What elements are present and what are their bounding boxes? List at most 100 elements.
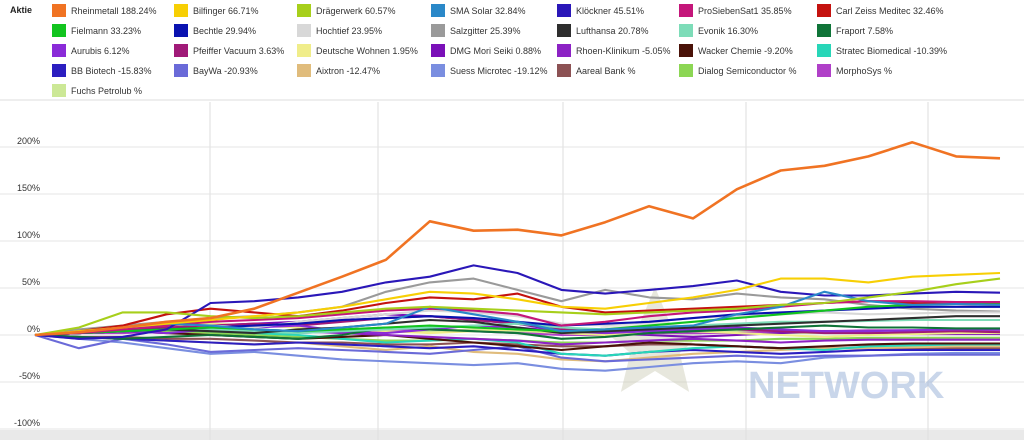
legend-label: Hochtief 23.95% xyxy=(316,26,382,36)
legend-label: Klöckner 45.51% xyxy=(576,6,644,16)
legend-label: DMG Mori Seiki 0.88% xyxy=(450,46,541,56)
series-line-wacker-chemie xyxy=(34,330,1000,352)
legend-label: Aixtron -12.47% xyxy=(316,66,380,76)
legend-swatch xyxy=(174,44,188,57)
legend-swatch xyxy=(817,64,831,77)
legend-item-suess-microtec[interactable]: Suess Microtec -19.12% xyxy=(431,64,548,77)
legend-swatch xyxy=(557,24,571,37)
legend-label: Evonik 16.30% xyxy=(698,26,758,36)
legend-label: Rheinmetall 188.24% xyxy=(71,6,157,16)
legend-label: Lufthansa 20.78% xyxy=(576,26,649,36)
legend-item-morphosys[interactable]: MorphoSys % xyxy=(817,64,892,77)
legend-item-deutsche-wohnen[interactable]: Deutsche Wohnen 1.95% xyxy=(297,44,418,57)
legend-item-evonik[interactable]: Evonik 16.30% xyxy=(679,24,758,37)
legend-item-fuchs-petrolub[interactable]: Fuchs Petrolub % xyxy=(52,84,142,97)
series-line-suess-microtec xyxy=(34,333,1000,372)
legend-swatch xyxy=(431,44,445,57)
legend-label: Carl Zeiss Meditec 32.46% xyxy=(836,6,944,16)
legend-label: SMA Solar 32.84% xyxy=(450,6,526,16)
legend-label: MorphoSys % xyxy=(836,66,892,76)
legend-swatch xyxy=(52,64,66,77)
legend-swatch xyxy=(431,64,445,77)
legend-item-lufthansa[interactable]: Lufthansa 20.78% xyxy=(557,24,649,37)
legend-label: Fuchs Petrolub % xyxy=(71,86,142,96)
legend-item-klockner[interactable]: Klöckner 45.51% xyxy=(557,4,644,17)
legend-label: Aurubis 6.12% xyxy=(71,46,130,56)
legend-item-dragerwerk[interactable]: Drägerwerk 60.57% xyxy=(297,4,396,17)
series-line-bb-biotech xyxy=(34,333,1000,357)
legend-item-rheinmetall[interactable]: Rheinmetall 188.24% xyxy=(52,4,157,17)
legend-label: BayWa -20.93% xyxy=(193,66,258,76)
series-line-dragerwerk xyxy=(34,277,1001,337)
legend-item-salzgitter[interactable]: Salzgitter 25.39% xyxy=(431,24,521,37)
legend-label: Deutsche Wohnen 1.95% xyxy=(316,46,418,56)
legend-swatch xyxy=(297,24,311,37)
y-tick-label: 100% xyxy=(17,230,40,240)
legend-swatch xyxy=(297,4,311,17)
legend-swatch xyxy=(679,64,693,77)
legend-swatch xyxy=(817,4,831,17)
legend: Aktie Rheinmetall 188.24% Bilfinger 66.71%… xyxy=(10,4,947,97)
legend-item-prosiebensat1[interactable]: ProSiebenSat1 35.85% xyxy=(679,4,792,17)
legend-item-fraport[interactable]: Fraport 7.58% xyxy=(817,24,893,37)
series-line-fraport xyxy=(34,324,1000,340)
legend-label: Fraport 7.58% xyxy=(836,26,893,36)
legend-swatch xyxy=(52,24,66,37)
legend-label: Suess Microtec -19.12% xyxy=(450,66,548,76)
series-line-lufthansa xyxy=(34,315,1000,337)
legend-label: Dialog Semiconductor % xyxy=(698,66,797,76)
legend-swatch xyxy=(679,44,693,57)
legend-label: Bechtle 29.94% xyxy=(193,26,256,36)
legend-swatch xyxy=(297,64,311,77)
legend-label: Rhoen-Klinikum -5.05% xyxy=(576,46,671,56)
legend-label: BB Biotech -15.83% xyxy=(71,66,152,76)
legend-swatch xyxy=(679,24,693,37)
legend-label: Fielmann 33.23% xyxy=(71,26,141,36)
legend-item-dialog-semiconductor[interactable]: Dialog Semiconductor % xyxy=(679,64,797,77)
legend-item-wacker-chemie[interactable]: Wacker Chemie -9.20% xyxy=(679,44,793,57)
series-lines xyxy=(34,141,1001,372)
series-line-sma-solar xyxy=(34,290,1001,337)
legend-item-carl-zeiss-meditec[interactable]: Carl Zeiss Meditec 32.46% xyxy=(817,4,944,17)
legend-item-aareal-bank[interactable]: Aareal Bank % xyxy=(557,64,636,77)
legend-swatch xyxy=(557,64,571,77)
y-tick-label: 150% xyxy=(17,183,40,193)
legend-item-sma-solar[interactable]: SMA Solar 32.84% xyxy=(431,4,526,17)
series-line-bilfinger xyxy=(34,271,1001,337)
legend-item-fielmann[interactable]: Fielmann 33.23% xyxy=(52,24,141,37)
legend-item-rhoen-klinikum[interactable]: Rhoen-Klinikum -5.05% xyxy=(557,44,671,57)
legend-swatch xyxy=(52,4,66,17)
legend-swatch xyxy=(557,44,571,57)
legend-swatch xyxy=(817,44,831,57)
series-line-prosiebensat1 xyxy=(34,300,1000,337)
legend-swatch xyxy=(52,44,66,57)
legend-swatch xyxy=(52,84,66,97)
series-line-fielmann xyxy=(34,302,1000,337)
legend-item-stratec-biomedical[interactable]: Stratec Biomedical -10.39% xyxy=(817,44,947,57)
legend-item-baywa[interactable]: BayWa -20.93% xyxy=(174,64,258,77)
legend-swatch xyxy=(557,4,571,17)
y-tick-label: 0% xyxy=(27,324,40,334)
legend-item-bilfinger[interactable]: Bilfinger 66.71% xyxy=(174,4,259,17)
legend-label: Drägerwerk 60.57% xyxy=(316,6,396,16)
legend-swatch xyxy=(679,4,693,17)
x-axis-band xyxy=(0,430,1024,440)
legend-swatch xyxy=(174,4,188,17)
legend-label: Stratec Biomedical -10.39% xyxy=(836,46,947,56)
legend-item-pfeiffer-vacuum[interactable]: Pfeiffer Vacuum 3.63% xyxy=(174,44,284,57)
legend-label: Salzgitter 25.39% xyxy=(450,26,521,36)
legend-item-dmg-mori-seiki[interactable]: DMG Mori Seiki 0.88% xyxy=(431,44,541,57)
legend-item-aurubis[interactable]: Aurubis 6.12% xyxy=(52,44,130,57)
legend-item-bechtle[interactable]: Bechtle 29.94% xyxy=(174,24,256,37)
legend-item-bb-biotech[interactable]: BB Biotech -15.83% xyxy=(52,64,152,77)
legend-label: Bilfinger 66.71% xyxy=(193,6,259,16)
legend-swatch xyxy=(174,24,188,37)
legend-label: Pfeiffer Vacuum 3.63% xyxy=(193,46,284,56)
series-line-rheinmetall xyxy=(34,141,1001,337)
legend-item-aixtron[interactable]: Aixtron -12.47% xyxy=(297,64,380,77)
legend-swatch xyxy=(174,64,188,77)
y-axis: 200% 150% 100% 50% 0% -50% -100% xyxy=(14,136,40,428)
legend-swatch xyxy=(297,44,311,57)
legend-item-hochtief[interactable]: Hochtief 23.95% xyxy=(297,24,382,37)
